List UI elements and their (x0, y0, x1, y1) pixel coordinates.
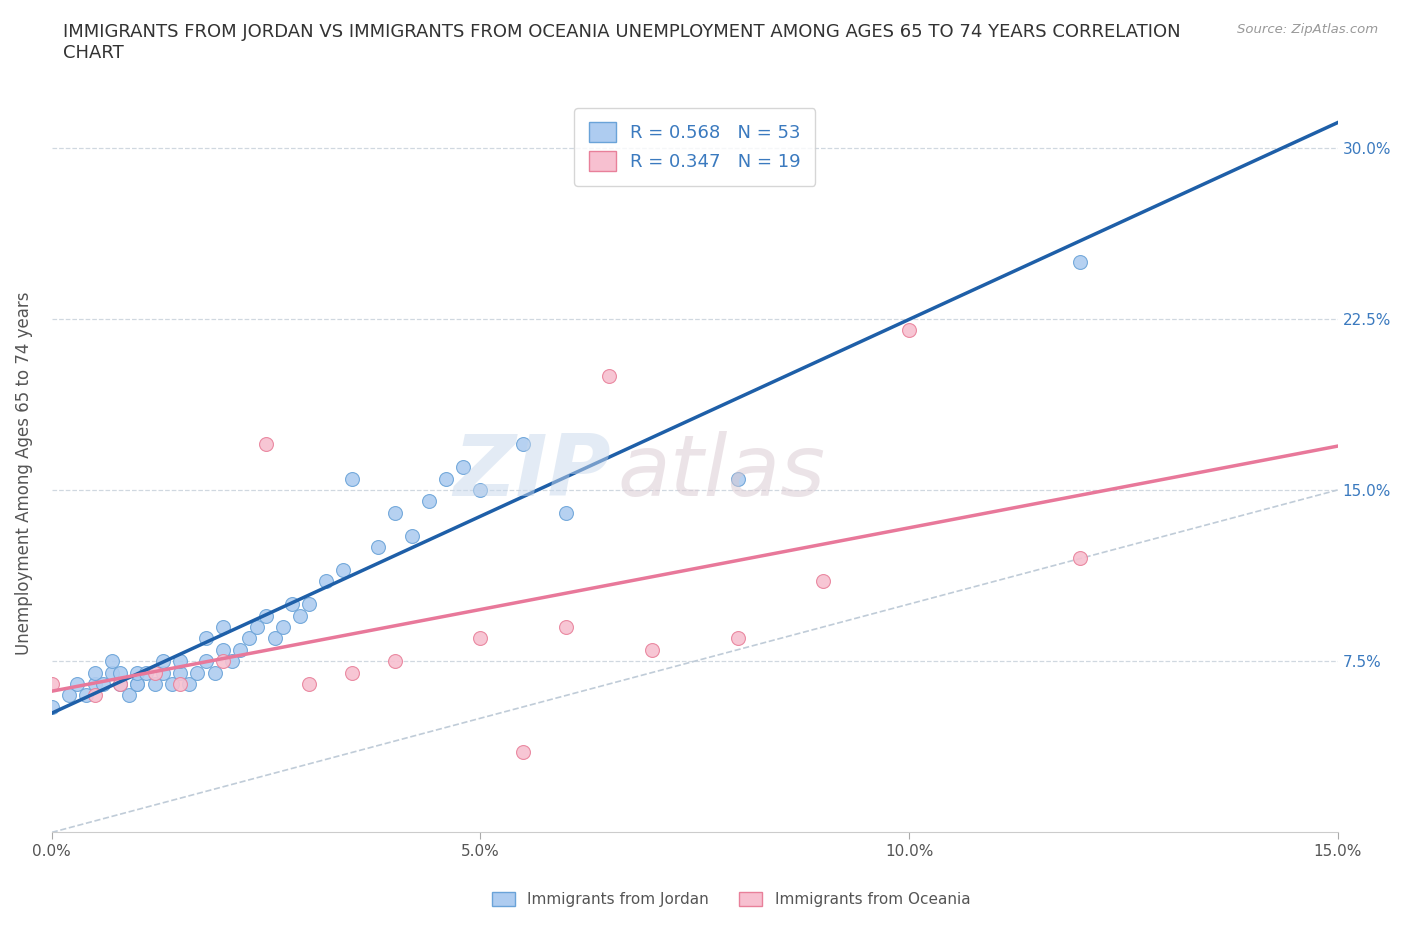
Point (641, 643, 664, 658)
Point (160, 676, 183, 691)
Point (238, 631, 260, 645)
Point (254, 608, 277, 623)
Point (434, 472, 457, 486)
Point (332, 563, 354, 578)
Point (555, 619, 578, 634)
Point (110, 676, 132, 691)
Point (1069, 551, 1091, 565)
Point (229, 643, 252, 658)
Point (143, 676, 166, 691)
Point (254, 437, 277, 452)
Point (127, 676, 149, 691)
Point (271, 619, 294, 634)
Legend: R = 0.568   N = 53, R = 0.347   N = 19: R = 0.568 N = 53, R = 0.347 N = 19 (574, 108, 815, 186)
Point (75, 688, 97, 703)
Text: IMMIGRANTS FROM JORDAN VS IMMIGRANTS FROM OCEANIA UNEMPLOYMENT AMONG AGES 65 TO : IMMIGRANTS FROM JORDAN VS IMMIGRANTS FRO… (63, 23, 1181, 62)
Point (152, 665, 174, 680)
Text: atlas: atlas (617, 432, 825, 514)
Legend: Immigrants from Jordan, Immigrants from Oceania: Immigrants from Jordan, Immigrants from … (486, 885, 976, 913)
Point (83, 688, 105, 703)
Point (212, 643, 235, 658)
Point (384, 505, 406, 520)
Point (898, 323, 921, 338)
Point (290, 608, 312, 623)
Point (110, 676, 132, 691)
Point (384, 654, 406, 669)
Point (451, 459, 474, 474)
Point (204, 665, 226, 680)
Point (58, 688, 80, 703)
Point (555, 505, 578, 520)
Point (100, 665, 122, 680)
Point (186, 665, 208, 680)
Point (91, 676, 114, 691)
Point (598, 368, 620, 383)
Point (221, 654, 243, 669)
Point (512, 745, 534, 760)
Y-axis label: Unemployment Among Ages 65 to 74 years: Unemployment Among Ages 65 to 74 years (15, 291, 32, 655)
Point (135, 665, 157, 680)
Point (1069, 254, 1091, 269)
Point (212, 654, 235, 669)
Text: ZIP: ZIP (454, 432, 612, 514)
Point (340, 472, 363, 486)
Point (315, 574, 337, 589)
Point (727, 631, 749, 645)
Point (83, 665, 105, 680)
Point (727, 472, 749, 486)
Point (66, 676, 89, 691)
Point (246, 619, 269, 634)
Point (169, 654, 191, 669)
Point (152, 654, 174, 669)
Point (195, 654, 218, 669)
Point (470, 483, 492, 498)
Point (41, 699, 63, 714)
Point (366, 539, 388, 554)
Point (212, 619, 235, 634)
Point (169, 665, 191, 680)
Point (118, 688, 141, 703)
Point (195, 631, 218, 645)
Text: Source: ZipAtlas.com: Source: ZipAtlas.com (1237, 23, 1378, 36)
Point (177, 676, 200, 691)
Point (143, 665, 166, 680)
Point (340, 665, 363, 680)
Point (41, 676, 63, 691)
Point (100, 654, 122, 669)
Point (418, 494, 440, 509)
Point (512, 437, 534, 452)
Point (127, 665, 149, 680)
Point (298, 597, 321, 612)
Point (401, 528, 423, 543)
Point (298, 676, 321, 691)
Point (110, 665, 132, 680)
Point (83, 676, 105, 691)
Point (813, 574, 835, 589)
Point (281, 597, 304, 612)
Point (169, 676, 191, 691)
Point (470, 631, 492, 645)
Point (263, 631, 285, 645)
Point (127, 676, 149, 691)
